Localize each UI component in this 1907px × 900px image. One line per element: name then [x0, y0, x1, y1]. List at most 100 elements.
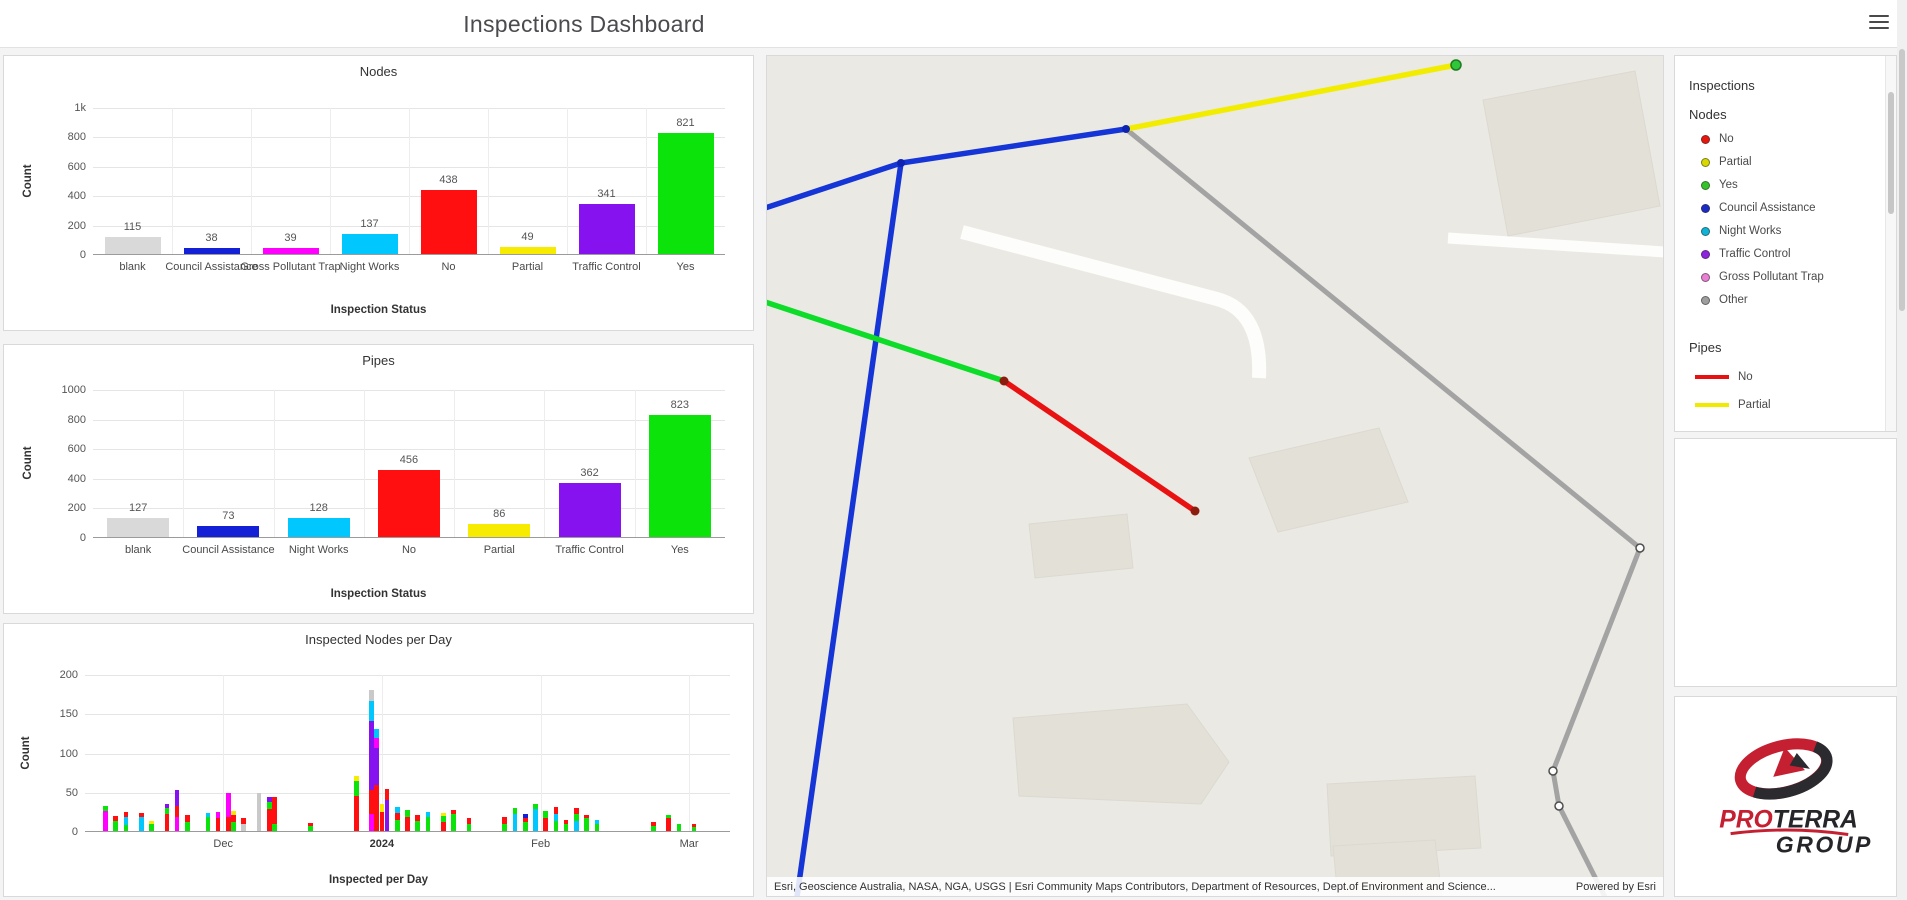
stacked-bar-segment[interactable]: [369, 790, 374, 814]
stacked-bar-segment[interactable]: [205, 816, 211, 831]
bar-gross-pollutant-trap[interactable]: [262, 248, 319, 254]
stacked-bar-segment[interactable]: [543, 810, 548, 818]
stacked-bar-segment[interactable]: [441, 812, 446, 817]
stacked-bar-segment[interactable]: [512, 813, 518, 831]
stacked-bar-segment[interactable]: [164, 813, 170, 831]
stacked-bar-segment[interactable]: [241, 823, 246, 831]
stacked-bar-segment[interactable]: [123, 824, 129, 831]
stacked-bar-segment[interactable]: [533, 803, 538, 810]
stacked-bar-segment[interactable]: [563, 823, 569, 831]
stacked-bar-segment[interactable]: [691, 823, 697, 828]
stacked-bar-segment[interactable]: [512, 808, 518, 814]
stacked-bar-segment[interactable]: [594, 823, 600, 831]
stacked-bar-segment[interactable]: [231, 821, 236, 831]
bar-partial[interactable]: [468, 524, 531, 537]
bar-night-works[interactable]: [341, 233, 398, 254]
stacked-bar-segment[interactable]: [650, 825, 656, 831]
stacked-bar-segment[interactable]: [266, 801, 272, 810]
stacked-bar-segment[interactable]: [405, 816, 410, 831]
stacked-bar-segment[interactable]: [394, 820, 400, 831]
stacked-bar-segment[interactable]: [139, 816, 144, 831]
stacked-bar-segment[interactable]: [415, 815, 421, 821]
stacked-bar-segment[interactable]: [502, 816, 508, 824]
bar-partial[interactable]: [499, 246, 556, 254]
stacked-bar-segment[interactable]: [231, 810, 236, 815]
legend-scrollbar-thumb[interactable]: [1888, 92, 1894, 214]
stacked-bar-segment[interactable]: [113, 820, 118, 831]
stacked-bar-segment[interactable]: [553, 813, 559, 821]
stacked-bar-segment[interactable]: [226, 816, 231, 831]
stacked-bar-segment[interactable]: [553, 806, 559, 814]
stacked-bar-segment[interactable]: [543, 817, 548, 831]
stacked-bar-segment[interactable]: [185, 815, 190, 822]
stacked-bar-segment[interactable]: [522, 817, 528, 823]
stacked-bar-segment[interactable]: [441, 816, 446, 823]
stacked-bar-segment[interactable]: [666, 815, 671, 819]
stacked-bar-segment[interactable]: [441, 822, 446, 831]
stacked-bar-segment[interactable]: [374, 728, 380, 739]
stacked-bar-segment[interactable]: [307, 826, 313, 831]
hamburger-menu-icon[interactable]: [1869, 15, 1889, 32]
bar-no[interactable]: [378, 469, 440, 537]
stacked-bar-segment[interactable]: [666, 818, 671, 831]
stacked-bar-segment[interactable]: [522, 822, 528, 831]
bar-traffic-control[interactable]: [578, 203, 635, 254]
map-line-no[interactable]: [1002, 378, 1197, 514]
stacked-bar-segment[interactable]: [405, 809, 410, 817]
stacked-bar-segment[interactable]: [149, 823, 154, 831]
bar-no[interactable]: [420, 189, 477, 254]
stacked-bar-segment[interactable]: [369, 721, 374, 791]
stacked-bar-segment[interactable]: [215, 818, 221, 831]
stacked-bar-segment[interactable]: [185, 821, 190, 831]
bar-traffic-control[interactable]: [558, 483, 621, 537]
stacked-bar-segment[interactable]: [164, 803, 170, 809]
stacked-bar-segment[interactable]: [466, 823, 472, 831]
stacked-bar-segment[interactable]: [226, 793, 231, 817]
stacked-bar-segment[interactable]: [466, 818, 472, 824]
stacked-bar-segment[interactable]: [272, 823, 277, 831]
stacked-bar-segment[interactable]: [563, 820, 569, 824]
stacked-bar-segment[interactable]: [584, 818, 589, 831]
stacked-bar-segment[interactable]: [451, 809, 456, 814]
stacked-bar-segment[interactable]: [103, 805, 108, 811]
stacked-bar-segment[interactable]: [266, 809, 272, 831]
map-line-council-b[interactable]: [794, 162, 904, 897]
stacked-bar-segment[interactable]: [272, 797, 277, 824]
stacked-bar-segment[interactable]: [574, 813, 579, 821]
stacked-bar-segment[interactable]: [205, 812, 211, 817]
stacked-bar-segment[interactable]: [307, 823, 313, 827]
stacked-bar-segment[interactable]: [149, 820, 154, 824]
stacked-bar-segment[interactable]: [113, 816, 118, 821]
stacked-bar-segment[interactable]: [676, 823, 682, 831]
map-canvas[interactable]: [767, 56, 1664, 897]
bar-blank[interactable]: [107, 518, 170, 537]
map-line-yes[interactable]: [767, 299, 1005, 384]
stacked-bar-segment[interactable]: [139, 812, 144, 817]
stacked-bar-segment[interactable]: [174, 816, 180, 831]
stacked-bar-segment[interactable]: [266, 797, 272, 802]
stacked-bar-segment[interactable]: [369, 701, 374, 722]
stacked-bar-segment[interactable]: [415, 820, 421, 831]
stacked-bar-segment[interactable]: [369, 813, 374, 831]
map-node-dots[interactable]: [897, 59, 1645, 811]
stacked-bar-segment[interactable]: [354, 796, 359, 831]
bar-yes[interactable]: [648, 415, 711, 537]
map[interactable]: Esri, Geoscience Australia, NASA, NGA, U…: [766, 55, 1664, 897]
stacked-bar-segment[interactable]: [103, 810, 108, 831]
stacked-bar-segment[interactable]: [650, 822, 656, 826]
stacked-bar-segment[interactable]: [384, 799, 390, 831]
stacked-bar-segment[interactable]: [379, 804, 385, 813]
stacked-bar-segment[interactable]: [553, 820, 559, 831]
map-line-partial[interactable]: [1125, 62, 1457, 132]
stacked-bar-segment[interactable]: [379, 812, 385, 831]
stacked-bar-segment[interactable]: [425, 816, 431, 831]
stacked-bar-segment[interactable]: [215, 812, 221, 819]
stacked-bar-segment[interactable]: [691, 827, 697, 831]
stacked-bar-segment[interactable]: [369, 689, 374, 702]
stacked-bar-segment[interactable]: [374, 738, 380, 748]
stacked-bar-segment[interactable]: [174, 805, 180, 817]
stacked-bar-segment[interactable]: [522, 813, 528, 818]
stacked-bar-segment[interactable]: [574, 808, 579, 814]
bar-yes[interactable]: [657, 133, 714, 254]
stacked-bar-segment[interactable]: [384, 788, 390, 800]
